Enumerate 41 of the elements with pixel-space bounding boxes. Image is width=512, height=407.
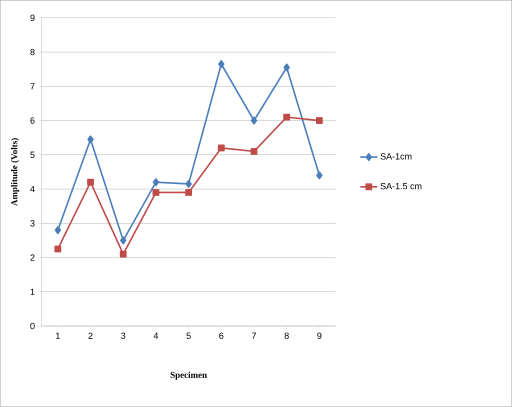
point (250, 116, 258, 125)
point (185, 189, 192, 196)
point (283, 64, 290, 72)
point (283, 114, 290, 121)
point (120, 236, 126, 244)
point (87, 178, 94, 186)
x-tick-label: 8 (284, 332, 289, 339)
point (87, 135, 94, 144)
point (152, 189, 160, 196)
point (218, 60, 225, 68)
y-tick-label: 1 (30, 288, 35, 295)
x-tick-label: 3 (121, 332, 126, 339)
x-tick-label: 6 (219, 332, 224, 339)
x-tick-label: 4 (154, 332, 158, 339)
y-axis-title: Amplitude (Volts) (11, 138, 20, 206)
point (316, 117, 323, 124)
y-tick-label: 7 (30, 83, 35, 90)
x-tick-label: 5 (186, 332, 191, 339)
x-tick-label: 1 (56, 332, 60, 339)
point (250, 148, 258, 155)
point (54, 226, 62, 234)
y-tick-label: 3 (30, 220, 35, 227)
x-tick-label: 9 (317, 332, 322, 339)
y-tick-label: 4 (30, 186, 35, 192)
y-tick-label: 9 (30, 14, 35, 22)
point (316, 171, 323, 180)
x-tick-label: 2 (88, 332, 93, 339)
point (152, 178, 160, 186)
point (54, 246, 62, 252)
point (120, 250, 127, 258)
y-tick-label: 8 (30, 48, 35, 56)
point (218, 144, 225, 152)
x-axis-title: Specimen (170, 372, 207, 380)
y-tick-label: 2 (30, 254, 35, 261)
x-tick-label: 7 (252, 332, 256, 339)
legend-label: SA-1cm (380, 153, 412, 160)
legend-label: SA-1.5 cm (380, 182, 422, 190)
y-tick-label: 5 (30, 152, 35, 158)
y-tick-label: 0 (30, 322, 35, 330)
y-tick-label: 6 (30, 117, 35, 124)
point (185, 180, 192, 188)
